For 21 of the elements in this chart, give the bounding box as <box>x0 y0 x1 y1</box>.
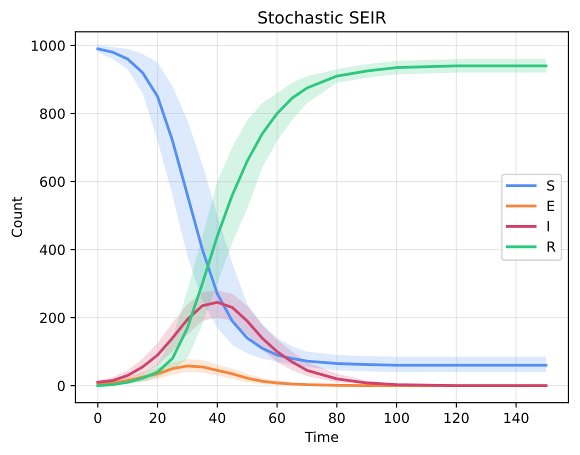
chart-title: Stochastic SEIR <box>258 10 386 24</box>
legend-label: I <box>548 221 549 232</box>
x-axis-title: Time <box>304 431 338 442</box>
y-tick-label: 1000 <box>32 40 65 51</box>
y-axis-title: Count <box>12 196 22 238</box>
legend-label: R <box>548 242 556 252</box>
x-tick-label: 120 <box>444 412 469 424</box>
y-tick-label: 200 <box>40 312 65 324</box>
x-tick-label: 40 <box>209 412 226 424</box>
y-tick-label: 400 <box>40 244 65 256</box>
y-tick-label: 600 <box>40 176 65 188</box>
legend-label: E <box>548 200 554 211</box>
x-tick-label: 80 <box>328 412 345 424</box>
x-tick-label: 100 <box>384 412 409 424</box>
y-tick-label: 0 <box>58 380 65 392</box>
x-tick-label: 20 <box>150 412 166 424</box>
y-tick-label: 800 <box>40 108 65 119</box>
x-tick-label: 0 <box>94 412 102 424</box>
x-tick-label: 140 <box>504 412 528 424</box>
legend-label: S <box>547 180 554 191</box>
x-tick-label: 60 <box>269 412 285 424</box>
